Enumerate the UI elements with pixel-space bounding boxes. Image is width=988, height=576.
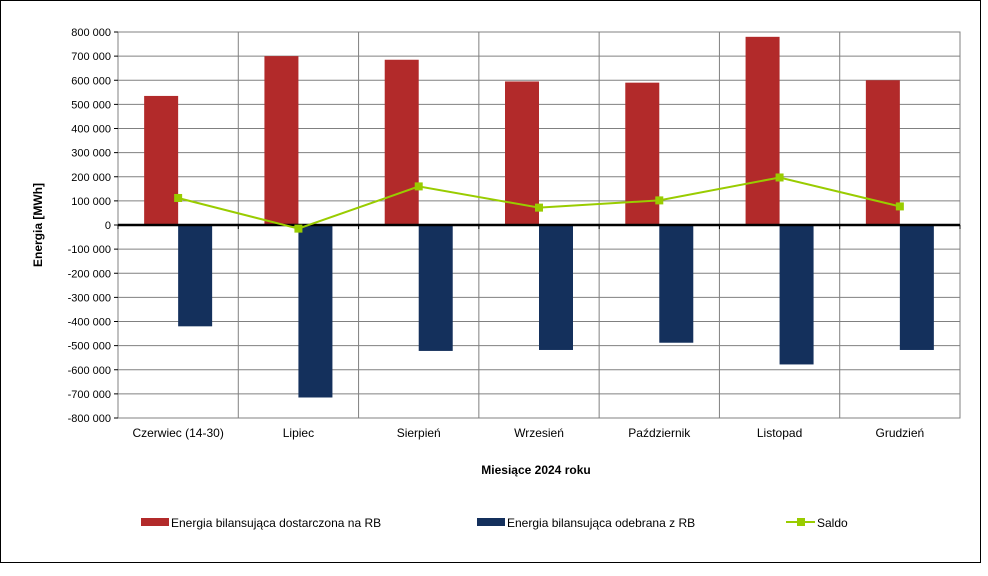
y-tick-label: 0 bbox=[105, 220, 111, 232]
legend-label-saldo: Saldo bbox=[817, 516, 848, 530]
saldo-marker bbox=[174, 193, 183, 202]
y-tick-label: 700 000 bbox=[71, 51, 111, 63]
y-axis-label: Energia [MWh] bbox=[31, 183, 45, 267]
legend-swatch-odebrana bbox=[477, 518, 505, 526]
y-tick-label: 100 000 bbox=[71, 196, 111, 208]
bar-dostarczona bbox=[264, 56, 299, 225]
saldo-marker bbox=[535, 203, 543, 212]
line-layer bbox=[174, 173, 904, 233]
x-tick-label: Sierpień bbox=[397, 426, 441, 440]
y-tick-label: -800 000 bbox=[68, 413, 111, 425]
x-tick-label: Wrzesień bbox=[514, 426, 564, 440]
legend: Energia bilansująca dostarczona na RB En… bbox=[141, 516, 848, 530]
y-tick-label: 800 000 bbox=[71, 27, 111, 39]
bar-odebrana bbox=[779, 225, 814, 365]
saldo-marker bbox=[414, 182, 423, 191]
bar-odebrana bbox=[418, 225, 453, 351]
bars-layer bbox=[144, 36, 934, 398]
bar-dostarczona bbox=[144, 95, 179, 226]
bar-odebrana bbox=[659, 225, 694, 343]
legend-item-saldo: Saldo bbox=[786, 516, 848, 530]
saldo-marker bbox=[655, 196, 664, 205]
y-tick-label: -600 000 bbox=[68, 365, 111, 377]
grid-layer bbox=[118, 31, 960, 419]
y-tick-label: -700 000 bbox=[68, 389, 111, 401]
y-tick-labels: 800 000 700 000 600 000 500 000 400 000 300 0… bbox=[68, 27, 111, 425]
y-tick-label: 300 000 bbox=[71, 148, 111, 160]
y-tick-label: 400 000 bbox=[71, 124, 111, 136]
axis-layer bbox=[114, 31, 961, 419]
bar-odebrana bbox=[539, 225, 573, 350]
legend-item-odebrana: Energia bilansująca odebrana z RB bbox=[477, 516, 695, 530]
y-tick-label: -300 000 bbox=[68, 292, 111, 304]
bar-dostarczona bbox=[625, 82, 660, 225]
bar-odebrana bbox=[899, 225, 934, 350]
bar-dostarczona bbox=[505, 81, 539, 225]
bar-dostarczona bbox=[865, 80, 900, 225]
y-tick-label: -400 000 bbox=[68, 317, 111, 329]
x-tick-label: Październik bbox=[628, 426, 691, 440]
x-tick-label: Czerwiec (14-30) bbox=[132, 426, 223, 440]
x-tick-label: Grudzień bbox=[876, 426, 925, 440]
legend-swatch-dostarczona bbox=[141, 518, 169, 526]
x-tick-labels: Czerwiec (14-30) Lipiec Sierpień Wrzesień Pa… bbox=[132, 426, 924, 440]
saldo-marker bbox=[895, 202, 904, 211]
legend-swatch-saldo-marker bbox=[797, 518, 805, 526]
bar-odebrana bbox=[298, 225, 333, 398]
x-axis-label: Miesiące 2024 roku bbox=[481, 463, 590, 477]
y-tick-label: -100 000 bbox=[68, 244, 111, 256]
y-tick-label: 200 000 bbox=[71, 172, 111, 184]
y-tick-label: -500 000 bbox=[68, 341, 111, 353]
legend-label-dostarczona: Energia bilansująca dostarczona na RB bbox=[171, 516, 381, 530]
y-tick-label: -200 000 bbox=[68, 268, 111, 280]
saldo-marker bbox=[294, 224, 303, 233]
bar-dostarczona bbox=[745, 36, 780, 226]
bar-odebrana bbox=[178, 225, 213, 327]
y-tick-label: 600 000 bbox=[71, 75, 111, 87]
x-tick-label: Listopad bbox=[757, 426, 802, 440]
saldo-marker bbox=[775, 173, 784, 182]
x-tick-label: Lipiec bbox=[283, 426, 314, 440]
legend-item-dostarczona: Energia bilansująca dostarczona na RB bbox=[141, 516, 381, 530]
bar-dostarczona bbox=[384, 59, 419, 226]
legend-label-odebrana: Energia bilansująca odebrana z RB bbox=[507, 516, 695, 530]
y-tick-label: 500 000 bbox=[71, 99, 111, 111]
